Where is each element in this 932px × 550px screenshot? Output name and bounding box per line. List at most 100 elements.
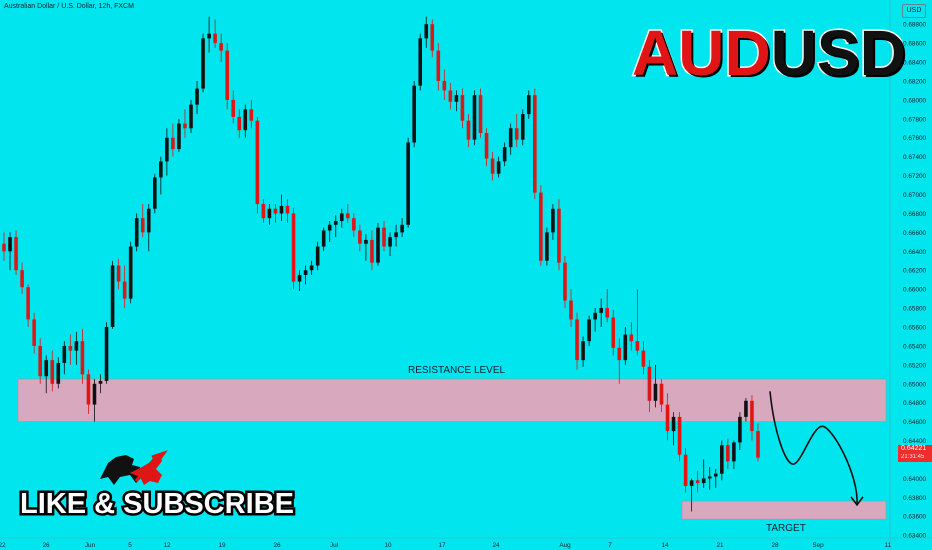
candle	[689, 478, 694, 512]
candle	[219, 33, 223, 63]
candle	[394, 224, 398, 247]
candle	[146, 203, 151, 252]
candle-body	[207, 33, 211, 39]
candle	[671, 412, 676, 446]
candle-body	[424, 24, 429, 39]
title-part-usd: USD	[769, 16, 907, 91]
candle-body	[261, 203, 266, 219]
candle	[128, 241, 133, 304]
time-tick-label: Jun	[85, 542, 96, 549]
candle-body	[593, 312, 597, 320]
candle	[370, 230, 374, 271]
candle	[98, 374, 103, 394]
candle	[520, 109, 525, 146]
candle	[50, 350, 55, 392]
candle	[14, 230, 18, 275]
candle	[593, 308, 597, 332]
candle-body	[116, 265, 121, 282]
candle	[183, 109, 187, 138]
candle-body	[309, 265, 314, 271]
candle-body	[484, 133, 489, 159]
candle-body	[171, 137, 175, 150]
candle	[484, 128, 489, 167]
zone-1[interactable]	[681, 500, 887, 520]
candle-body	[122, 281, 127, 299]
candle-body	[358, 230, 362, 244]
candle	[104, 322, 109, 384]
candle	[466, 114, 471, 148]
candle	[358, 224, 362, 252]
candle	[225, 43, 229, 110]
time-tick-label: Aug	[559, 542, 571, 549]
bull-bear-icon	[100, 450, 168, 485]
candle-body	[321, 230, 326, 247]
candle	[551, 203, 555, 240]
candle-body	[80, 341, 85, 375]
candle-body	[279, 205, 284, 214]
candle	[62, 341, 67, 375]
time-axis: 22 26 Jun 5 12 19 26 Jul 10 17 24 Aug 7 14 21 28 Sep 11	[0, 537, 932, 549]
candle	[364, 234, 368, 261]
price-tick-label: 0.66000	[903, 287, 927, 294]
candle-body	[575, 319, 579, 361]
candle	[647, 360, 652, 413]
candle-body	[243, 109, 248, 131]
candle-body	[128, 246, 133, 299]
time-tick-label: 17	[438, 542, 446, 549]
candle	[140, 203, 145, 238]
candle	[496, 156, 501, 178]
candle	[533, 88, 537, 200]
candle	[526, 90, 531, 119]
candle	[26, 284, 30, 327]
currency-badge[interactable]: USD	[902, 4, 926, 18]
candle-body	[551, 208, 555, 233]
candle	[195, 80, 199, 115]
candle-body	[183, 123, 187, 129]
candle	[418, 33, 423, 91]
price-tick-label: 0.65800	[903, 306, 927, 313]
zone-0[interactable]	[17, 378, 887, 422]
candle	[237, 109, 242, 138]
candle	[309, 260, 314, 275]
candle	[116, 258, 121, 290]
candle-body	[641, 350, 646, 367]
time-tick-label: 11	[885, 542, 892, 549]
candle	[695, 470, 700, 493]
candle-body	[545, 232, 549, 261]
price-tick-label: 0.65600	[903, 324, 927, 331]
candle	[563, 256, 567, 309]
candle-body	[448, 90, 453, 102]
candle	[86, 369, 91, 415]
candle-body	[442, 80, 447, 91]
candle-body	[599, 308, 603, 313]
candle	[134, 213, 139, 252]
price-tick-label: 0.68200	[903, 78, 927, 85]
candle	[750, 395, 754, 441]
time-tick-label: 22	[0, 542, 6, 549]
instrument-header: Australian Dollar / U.S. Dollar, 12h, FX…	[4, 3, 134, 10]
time-tick-label: Jul	[330, 542, 338, 549]
candle-body	[653, 383, 658, 401]
time-tick-label: 19	[218, 542, 226, 549]
candle-body	[382, 227, 386, 247]
candle-body	[738, 416, 742, 443]
candle	[575, 312, 579, 370]
candle	[177, 118, 181, 152]
candle-body	[110, 265, 115, 327]
candle	[448, 82, 453, 110]
candle	[376, 222, 380, 266]
candle-body	[352, 218, 356, 231]
candle-body	[472, 95, 477, 140]
candle-body	[623, 334, 628, 361]
candle	[201, 33, 205, 93]
candle-body	[581, 341, 585, 361]
candle-body	[635, 341, 640, 351]
candle-body	[339, 213, 344, 222]
candle-body	[701, 478, 706, 484]
price-tick-label: 0.67600	[903, 135, 927, 142]
price-tick-label: 0.64400	[903, 438, 927, 445]
candle-body	[153, 177, 157, 209]
candle-body	[86, 374, 91, 405]
candle-body	[496, 161, 501, 174]
